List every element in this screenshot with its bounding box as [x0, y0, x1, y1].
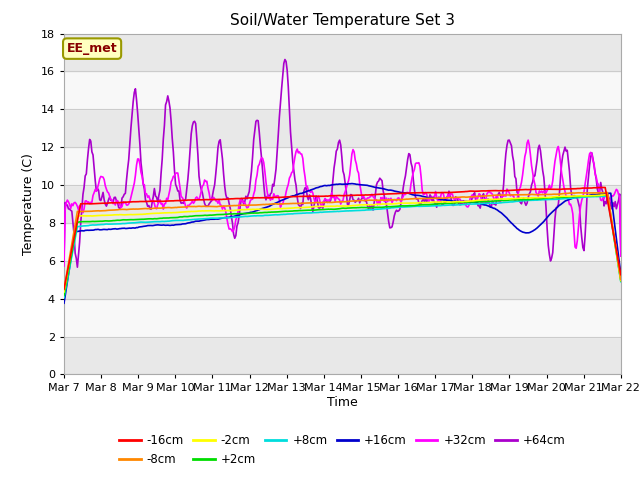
X-axis label: Time: Time — [327, 396, 358, 409]
Bar — [64, 34, 621, 72]
Title: Soil/Water Temperature Set 3: Soil/Water Temperature Set 3 — [230, 13, 455, 28]
Y-axis label: Temperature (C): Temperature (C) — [22, 153, 35, 255]
Legend: -16cm, -8cm, -2cm, +2cm, +8cm, +16cm, +32cm, +64cm: -16cm, -8cm, -2cm, +2cm, +8cm, +16cm, +3… — [115, 430, 570, 471]
Bar — [64, 147, 621, 185]
Bar — [64, 299, 621, 336]
Bar — [64, 336, 621, 374]
Bar — [64, 109, 621, 147]
Bar — [64, 0, 621, 34]
Bar — [64, 261, 621, 299]
Bar — [64, 72, 621, 109]
Bar — [64, 223, 621, 261]
Text: EE_met: EE_met — [67, 42, 117, 55]
Bar — [64, 185, 621, 223]
